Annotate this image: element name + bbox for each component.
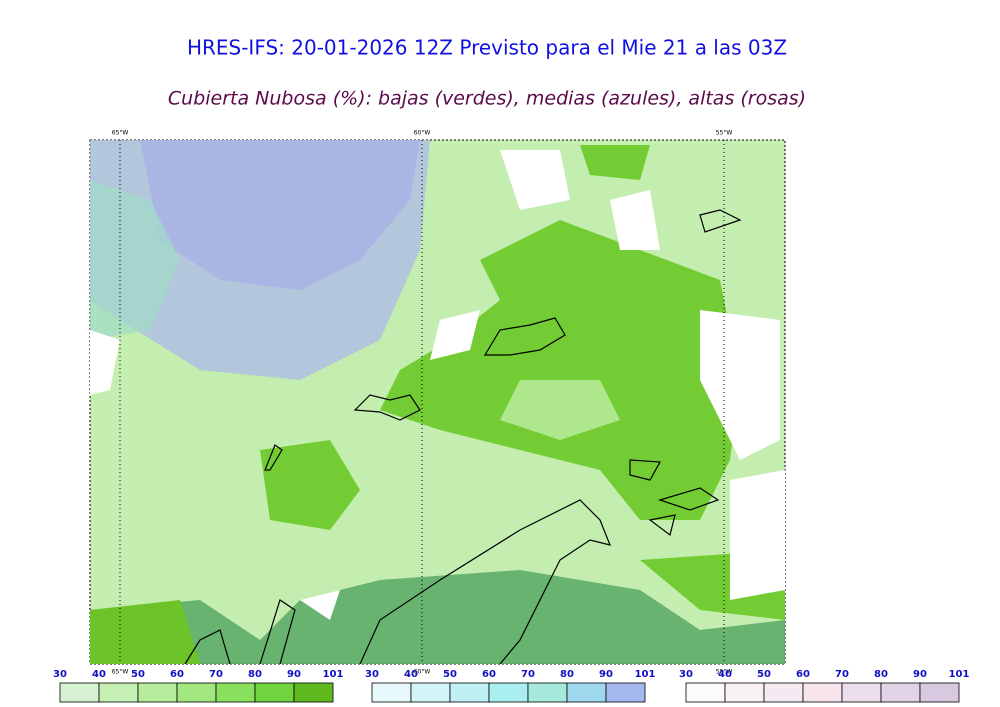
colorbar-label: 60 xyxy=(482,669,496,680)
colorbar-box xyxy=(371,682,412,703)
colorbar-box xyxy=(215,682,256,703)
colorbar-label: 80 xyxy=(560,669,574,680)
colorbar-box xyxy=(488,682,529,703)
colorbar-box xyxy=(410,682,451,703)
colorbar-label: 40 xyxy=(92,669,106,680)
colorbar-box xyxy=(685,682,726,703)
longitude-label: 65°W xyxy=(112,669,129,676)
subtitle: Cubierta Nubosa (%): bajas (verdes), med… xyxy=(168,88,806,110)
colorbar-box xyxy=(880,682,921,703)
colorbar-box xyxy=(527,682,568,703)
colorbar-label: 101 xyxy=(323,669,344,680)
colorbar-box xyxy=(605,682,646,703)
colorbar-label: 90 xyxy=(913,669,927,680)
longitude-label: 65°W xyxy=(112,130,129,137)
colorbar-box xyxy=(724,682,765,703)
colorbar-label: 70 xyxy=(835,669,849,680)
colorbar-label: 50 xyxy=(757,669,771,680)
colorbar-label: 70 xyxy=(209,669,223,680)
colorbar-box xyxy=(841,682,882,703)
colorbar-label: 50 xyxy=(443,669,457,680)
longitude-label: 55°W xyxy=(716,130,733,137)
colorbar-label: 40 xyxy=(404,669,418,680)
colorbar-label: 90 xyxy=(287,669,301,680)
colorbar-box xyxy=(137,682,178,703)
colorbar-label: 80 xyxy=(874,669,888,680)
longitude-label: 55°W xyxy=(716,669,733,676)
colorbar-label: 70 xyxy=(521,669,535,680)
longitude-label: 60°W xyxy=(414,669,431,676)
colorbar-label: 60 xyxy=(796,669,810,680)
colorbar-label: 50 xyxy=(131,669,145,680)
colorbar-box xyxy=(802,682,843,703)
colorbar-label: 80 xyxy=(248,669,262,680)
longitude-label: 60°W xyxy=(414,130,431,137)
colorbar-label: 30 xyxy=(53,669,67,680)
colorbar-box xyxy=(59,682,100,703)
colorbar-label: 30 xyxy=(679,669,693,680)
colorbar-label: 90 xyxy=(599,669,613,680)
title: HRES-IFS: 20-01-2026 12Z Previsto para e… xyxy=(187,36,787,60)
colorbar-box xyxy=(763,682,804,703)
colorbar-box xyxy=(919,682,960,703)
colorbar-box xyxy=(449,682,490,703)
colorbar-label: 101 xyxy=(949,669,970,680)
map-area: 65°W 60°W 55°W 65°W 60°W 55°W xyxy=(89,130,786,676)
colorbar-box xyxy=(176,682,217,703)
colorbar-box xyxy=(566,682,607,703)
colorbar-box xyxy=(98,682,139,703)
colorbar-label: 60 xyxy=(170,669,184,680)
colorbar-box xyxy=(293,682,334,703)
colorbar-label: 40 xyxy=(718,669,732,680)
colorbar-label: 30 xyxy=(365,669,379,680)
colorbar-label: 101 xyxy=(635,669,656,680)
colorbar-box xyxy=(254,682,295,703)
